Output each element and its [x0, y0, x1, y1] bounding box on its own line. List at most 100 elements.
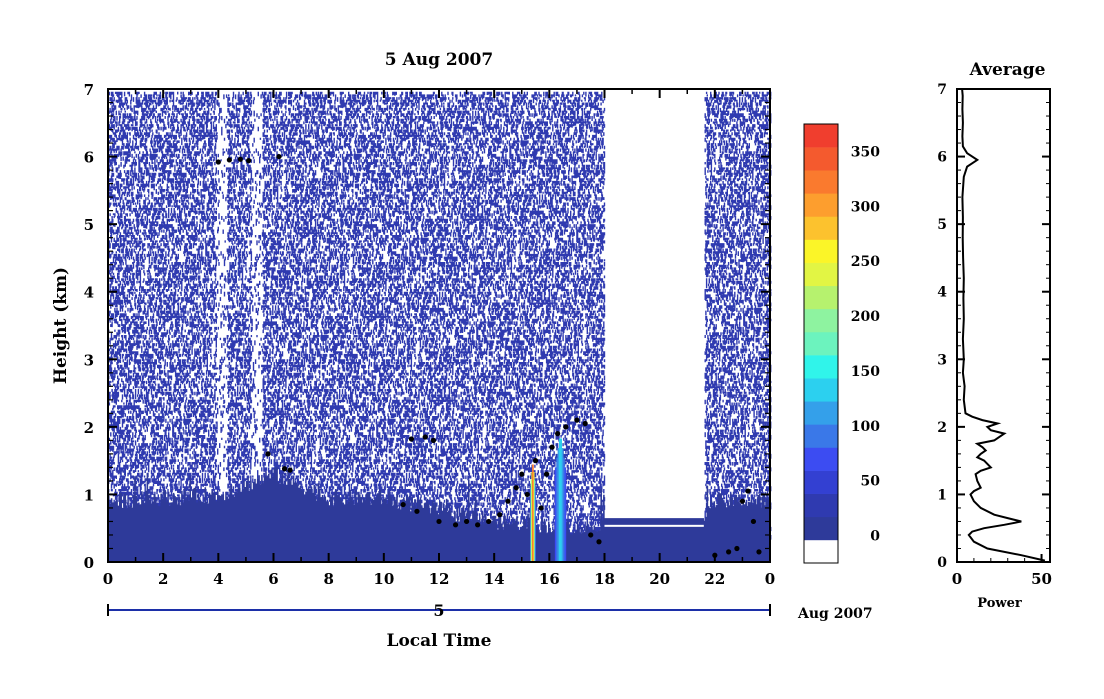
average-plot-frame	[956, 88, 1051, 563]
cloud-base-point	[513, 485, 519, 491]
strong-echo-cell	[563, 457, 565, 562]
cloud-base-point	[226, 157, 232, 163]
colorbar-segment	[804, 193, 838, 217]
cloud-base-point	[726, 549, 732, 555]
cloud-base-point	[463, 518, 470, 525]
cloud-base-point	[486, 518, 492, 525]
colorbar-tick-label: 0	[870, 529, 880, 545]
avg-x-tick-label: 50	[1031, 570, 1052, 588]
avg-y-tick-label: 5	[937, 217, 947, 233]
avg-y-tick-label: 0	[937, 555, 947, 571]
strong-echo-cell	[533, 472, 535, 562]
strong-echo-cell	[564, 467, 567, 562]
x-tick-label: 18	[594, 570, 615, 588]
colorbar-segment	[804, 262, 838, 287]
avg-y-tick-label: 3	[937, 352, 947, 368]
x-tick-label: 2	[158, 570, 168, 588]
cloud-base-point	[505, 498, 511, 504]
colorbar-tick-label: 300	[851, 199, 880, 215]
date-axis-day-label: 5	[433, 601, 444, 620]
colorbar-segment	[804, 216, 838, 240]
cloud-base-point	[408, 436, 415, 442]
x-tick-label: 22	[704, 570, 725, 588]
colorbar-tick-label: 350	[851, 144, 880, 160]
strong-echo-cell	[554, 467, 557, 562]
x-tick-label: 16	[539, 570, 560, 588]
x-tick-label: 12	[429, 570, 450, 588]
avg-y-tick-label: 6	[937, 150, 947, 166]
colorbar-frame	[803, 123, 839, 564]
cloud-base-point	[588, 532, 594, 538]
cloud-base-point	[452, 522, 459, 528]
x-tick-label: 20	[649, 570, 670, 588]
cloud-base-point	[756, 549, 762, 555]
y-tick-label: 1	[84, 486, 94, 504]
cloud-base-point	[265, 451, 271, 457]
strong-echo-cell	[556, 457, 558, 562]
x-tick-label: 0	[765, 570, 775, 588]
cloud-base-point	[519, 471, 525, 477]
cloud-base-point	[734, 545, 740, 552]
strong-echo-cell	[560, 438, 563, 562]
cloud-base-point	[524, 491, 530, 498]
y-axis-label: Height (km)	[51, 267, 71, 384]
y-tick-label: 0	[84, 554, 94, 572]
cloud-base-point	[436, 518, 442, 525]
x-tick-label: 8	[323, 570, 333, 588]
colorbar-segment	[804, 516, 838, 541]
x-tick-label: 0	[103, 570, 113, 588]
x-axis-label: Local Time	[387, 631, 492, 651]
average-profile-plot: 0 1 2 3 4 5 6 7 0 50 Average Power	[937, 60, 1052, 611]
x-tick-label: 4	[213, 570, 223, 588]
cloud-base-point	[543, 471, 550, 477]
colorbar-segment	[804, 285, 838, 310]
background-echo	[108, 467, 771, 562]
average-power-line	[961, 88, 1046, 562]
colorbar-segment	[804, 239, 838, 263]
avg-x-tick-label: 0	[952, 570, 962, 588]
colorbar-segment	[804, 424, 838, 448]
average-x-axis-label: Power	[977, 596, 1022, 611]
y-tick-label: 5	[84, 216, 94, 234]
cloud-base-point	[237, 156, 243, 162]
cloud-base-point	[555, 431, 561, 437]
colorbar-segment	[804, 493, 838, 518]
strong-echo-cell	[532, 464, 534, 562]
colorbar-segment	[804, 308, 838, 333]
x-tick-label: 10	[373, 570, 394, 588]
cloud-base-point	[574, 417, 580, 423]
cloud-base-point	[276, 153, 282, 160]
colorbar-segment	[804, 401, 838, 425]
strong-echo-cell	[534, 479, 536, 562]
colorbar-segment	[804, 331, 838, 356]
average-plot-title: Average	[969, 60, 1046, 80]
avg-y-tick-label: 4	[937, 285, 947, 301]
cloud-base-point	[538, 505, 544, 511]
strong-echo-cell	[534, 487, 536, 562]
cloud-base-point	[430, 437, 437, 443]
x-tick-label: 6	[268, 570, 278, 588]
colorbar-tick-label: 100	[851, 419, 880, 435]
colorbar-segment	[804, 378, 838, 402]
colorbar-tick-label: 150	[851, 364, 880, 380]
cloud-base-point	[246, 158, 252, 164]
y-tick-label: 3	[84, 351, 94, 369]
y-tick-label: 7	[84, 81, 94, 99]
avg-y-tick-label: 2	[937, 420, 947, 436]
cloud-base-point	[563, 424, 569, 430]
strong-echo-cell	[532, 464, 534, 562]
background-echo-layer	[108, 467, 771, 562]
y-tick-label: 2	[84, 419, 94, 437]
date-axis	[107, 604, 771, 616]
strong-echo-cell	[531, 472, 533, 562]
colorbar-segment	[804, 147, 838, 171]
average-axes: 0 1 2 3 4 5 6 7 0 50	[937, 82, 1052, 588]
strong-echo-cell	[561, 448, 564, 562]
strong-echo-cell	[530, 487, 532, 562]
cloud-base-point	[414, 508, 420, 514]
speckle-cells	[108, 91, 772, 540]
cloud-base-point	[475, 522, 481, 528]
